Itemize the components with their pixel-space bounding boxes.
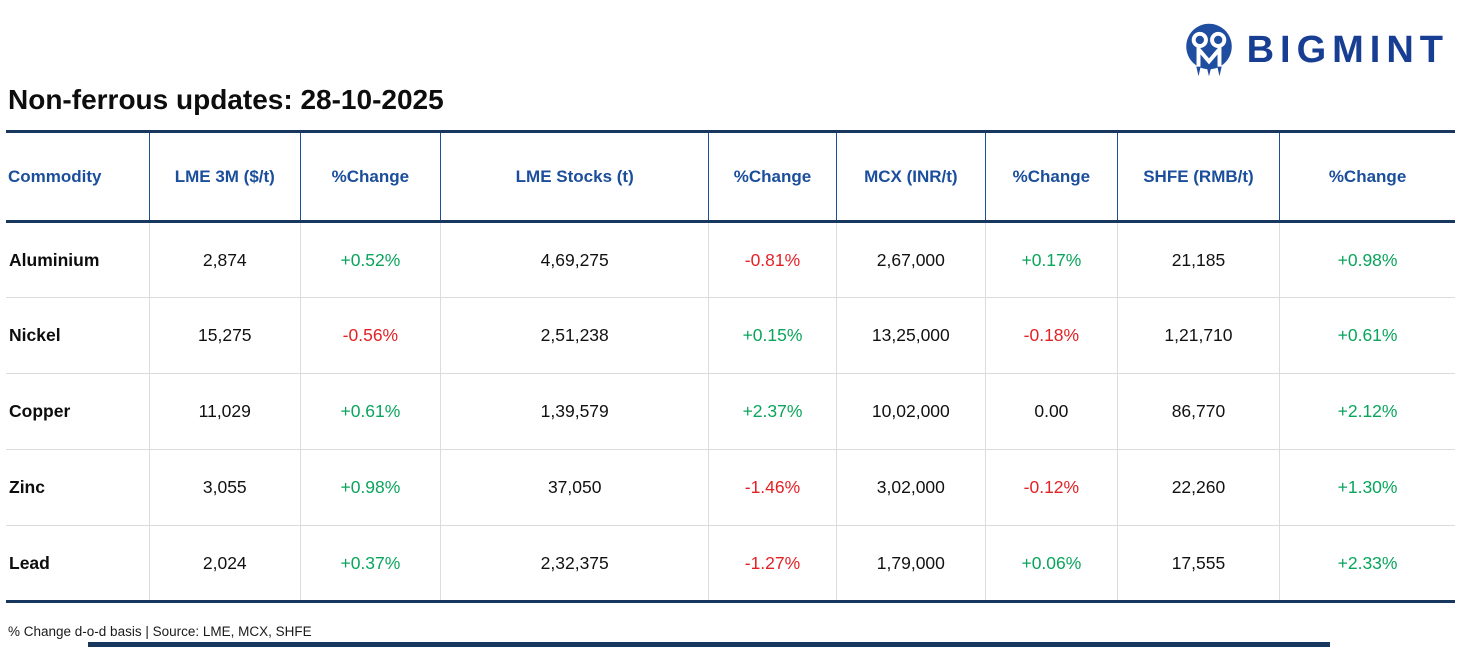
change-value: +1.30%: [1279, 449, 1455, 526]
change-value: -0.56%: [299, 297, 442, 374]
change-value: -0.81%: [708, 221, 837, 298]
change-value: -0.12%: [984, 449, 1118, 526]
brand-name: BIGMINT: [1246, 28, 1449, 71]
table-header-row: Commodity LME 3M ($/t) %Change LME Stocks (…: [6, 131, 1455, 222]
change-value: +0.61%: [1279, 297, 1455, 374]
column-header-commodity: Commodity: [6, 131, 150, 222]
change-value: -0.18%: [984, 297, 1118, 374]
change-value: +2.12%: [1279, 373, 1455, 450]
column-header-change: %Change: [299, 131, 442, 222]
price-value: 4,69,275: [440, 221, 710, 298]
commodity-name: Aluminium: [6, 221, 150, 298]
commodity-name: Zinc: [6, 449, 150, 526]
change-value: +0.61%: [299, 373, 442, 450]
column-header-change: %Change: [1279, 131, 1455, 222]
table-row: Copper 11,029 +0.61% 1,39,579 +2.37% 10,02,00…: [6, 373, 1455, 450]
price-value: 1,21,710: [1116, 297, 1281, 374]
table-row: Zinc 3,055 +0.98% 37,050 -1.46% 3,02,000 -0.12…: [6, 449, 1455, 526]
price-value: 21,185: [1116, 221, 1281, 298]
price-value: 3,055: [148, 449, 301, 526]
price-value: 2,874: [148, 221, 301, 298]
change-value: +0.06%: [984, 525, 1118, 603]
change-value: +0.17%: [984, 221, 1118, 298]
price-value: 2,024: [148, 525, 301, 603]
price-value: 2,51,238: [440, 297, 710, 374]
column-header-shfe-rmb-t: SHFE (RMB/t): [1116, 131, 1281, 222]
price-value: 3,02,000: [835, 449, 986, 526]
page-title: Non-ferrous updates: 28-10-2025: [8, 84, 444, 115]
column-header-lme-3m-t: LME 3M ($/t): [148, 131, 301, 222]
table-row: Lead 2,024 +0.37% 2,32,375 -1.27% 1,79,000 +0.…: [6, 525, 1455, 603]
bottom-accent-bar: [87, 642, 1330, 647]
price-value: 22,260: [1116, 449, 1281, 526]
change-value: +0.37%: [299, 525, 442, 603]
table-row: Nickel 15,275 -0.56% 2,51,238 +0.15% 13,25,00…: [6, 297, 1455, 374]
price-value: 13,25,000: [835, 297, 986, 374]
nonferrous-price-table: Commodity LME 3M ($/t) %Change LME Stocks (…: [6, 130, 1455, 603]
bigmint-logo-icon: [1185, 23, 1232, 77]
price-value: 1,79,000: [835, 525, 986, 603]
price-value: 2,32,375: [440, 525, 710, 603]
change-value: +0.52%: [299, 221, 442, 298]
change-value: 0.00: [984, 373, 1118, 450]
column-header-lme-stocks-t: LME Stocks (t): [440, 131, 710, 222]
column-header-change: %Change: [984, 131, 1118, 222]
change-value: -1.46%: [708, 449, 837, 526]
price-value: 17,555: [1116, 525, 1281, 603]
commodity-name: Nickel: [6, 297, 150, 374]
change-value: +2.33%: [1279, 525, 1455, 603]
price-value: 10,02,000: [835, 373, 986, 450]
footnote: % Change d-o-d basis | Source: LME, MCX,…: [8, 624, 312, 639]
commodity-name: Copper: [6, 373, 150, 450]
table-row: Aluminium 2,874 +0.52% 4,69,275 -0.81% 2,67,0…: [6, 221, 1455, 298]
change-value: +0.98%: [299, 449, 442, 526]
column-header-mcx-inr-t: MCX (INR/t): [835, 131, 986, 222]
price-value: 2,67,000: [835, 221, 986, 298]
price-value: 11,029: [148, 373, 301, 450]
column-header-change: %Change: [708, 131, 837, 222]
change-value: -1.27%: [708, 525, 837, 603]
change-value: +2.37%: [708, 373, 837, 450]
price-value: 86,770: [1116, 373, 1281, 450]
price-value: 1,39,579: [440, 373, 710, 450]
change-value: +0.98%: [1279, 221, 1455, 298]
price-value: 37,050: [440, 449, 710, 526]
commodity-name: Lead: [6, 525, 150, 603]
brand-header: BIGMINT: [1181, 22, 1449, 78]
change-value: +0.15%: [708, 297, 837, 374]
price-value: 15,275: [148, 297, 301, 374]
